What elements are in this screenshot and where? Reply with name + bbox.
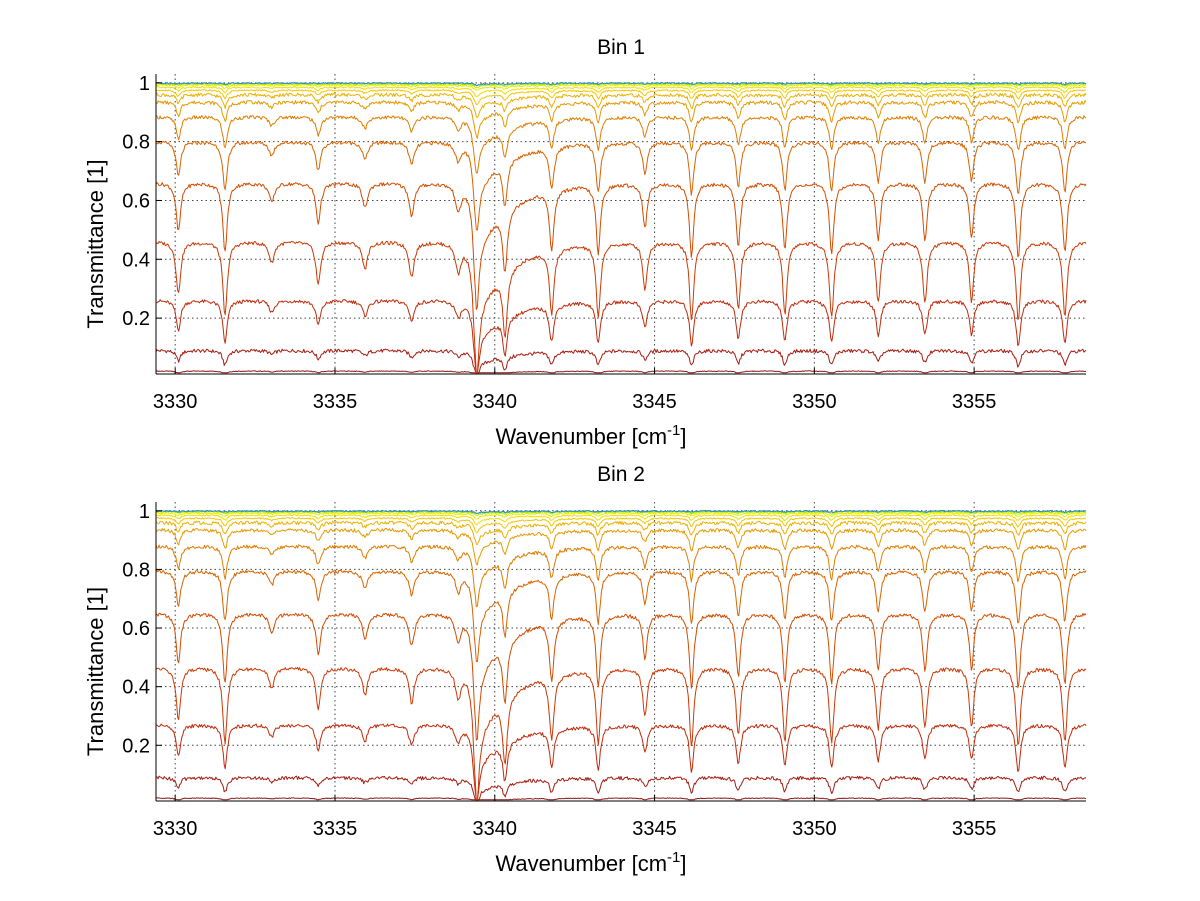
x-tick-label: 3350 [792,818,837,840]
x-tick-label: 3345 [632,818,677,840]
chart-title: Bin 2 [597,463,645,486]
y-tick-label: 0.6 [122,618,150,640]
series-line-8 [155,100,1087,139]
x-tick-label: 3345 [632,391,677,413]
y-tick-label: 0.4 [122,677,150,699]
x-axis-label: Wavenumber [cm-1] [495,849,686,876]
y-tick-label: 0.6 [122,190,150,212]
x-axis-label-main: Wavenumber [cm [495,424,667,449]
series-line-7 [155,114,1087,174]
series-line-2 [155,348,1087,374]
series-line-5 [155,182,1087,310]
x-tick-label: 3355 [952,818,997,840]
x-tick-label: 3340 [473,391,518,413]
x-axis-label-exponent: -1 [667,849,680,866]
series-line-15 [155,509,1087,514]
series-line-9 [155,520,1087,545]
series-line-11 [156,514,1087,526]
chart-bin-2: 3330 3335 3340 3345 3350 3355 0.2 0.4 0.6 0.8 1 Bin… [83,463,1087,876]
y-tick-label: 0.8 [122,559,150,581]
chart-bin-1: 3330 3335 3340 3345 3350 3355 0.2 0.4 0.6 0.8 1 Bin… [83,36,1087,449]
series-line-4 [155,666,1087,801]
series-line-15 [156,81,1087,86]
x-tick-label: 3335 [313,818,358,840]
series-line-6 [155,569,1087,663]
series-line-11 [155,86,1087,98]
series-line-10 [155,517,1087,533]
series-line-5 [155,612,1087,741]
x-axis-label-main: Wavenumber [cm [495,851,667,876]
x-tick-label: 3330 [153,818,198,840]
series-line-9 [155,92,1087,119]
y-tick-label: 1 [139,501,150,523]
series-line-6 [155,140,1087,231]
y-tick-label: 0.8 [122,132,150,154]
series-line-12 [156,512,1087,520]
series-line-7 [155,544,1087,608]
series-line-4 [155,240,1087,374]
y-axis-label: Transmittance [1] [83,587,108,756]
series-line-2 [155,775,1087,801]
x-tick-label: 3335 [313,391,358,413]
x-tick-label: 3350 [792,391,837,413]
x-axis-label-exponent: -1 [667,422,680,439]
series-line-1 [155,797,1087,801]
series-line-3 [156,723,1087,801]
series-line-10 [155,89,1087,105]
y-tick-label: 0.2 [122,735,150,757]
x-tick-label: 3355 [952,391,997,413]
y-tick-label: 1 [139,73,150,95]
series-line-1 [155,370,1087,374]
series-line-8 [155,528,1087,566]
x-axis-label-end: ] [680,424,686,449]
y-axis-label: Transmittance [1] [83,159,108,328]
x-axis-label-end: ] [680,851,686,876]
chart-title: Bin 1 [597,36,645,59]
x-tick-label: 3340 [473,818,518,840]
y-tick-label: 0.2 [122,308,150,330]
series-line-3 [155,299,1087,374]
y-tick-label: 0.4 [122,249,150,271]
x-axis-label: Wavenumber [cm-1] [495,422,686,449]
x-tick-label: 3330 [153,391,198,413]
